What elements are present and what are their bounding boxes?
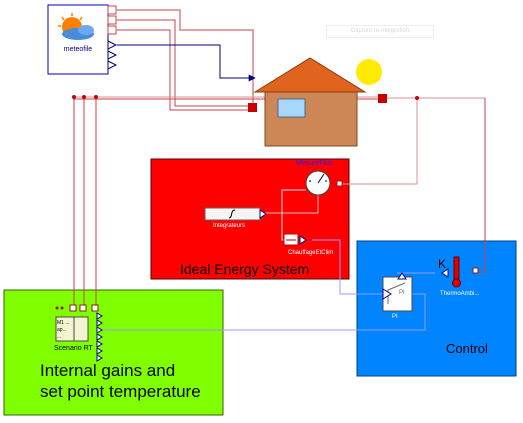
heat-port-wires xyxy=(73,9,486,305)
thermometer-block[interactable] xyxy=(441,256,479,288)
measure-flux-label: MesureFlux xyxy=(296,160,333,167)
thermo-k-label: K xyxy=(438,257,446,271)
pi-controller-block[interactable]: PI xyxy=(382,272,413,312)
control-box[interactable] xyxy=(356,240,517,377)
integrator-block[interactable] xyxy=(204,207,267,221)
scenario-line-2: ap... xyxy=(57,327,67,333)
bus-junction-left[interactable] xyxy=(248,103,257,112)
internal-gains-title-line1: Internal gains and xyxy=(40,361,175,380)
bus-dot-1 xyxy=(72,95,76,99)
thermo-label: ThermoAmbi... xyxy=(440,291,480,297)
heat-flow-label: ChauffageEtClim xyxy=(288,250,333,256)
house-icon[interactable] xyxy=(253,57,367,147)
internal-gains-box[interactable] xyxy=(3,289,224,416)
toolbar-hint: Capture re-integration xyxy=(350,28,410,34)
pi-label: PI xyxy=(392,314,398,320)
scenario-output-ports[interactable] xyxy=(96,312,103,362)
bus-junction-right[interactable] xyxy=(378,94,387,103)
meteofile-block[interactable]: meteofile xyxy=(47,4,109,75)
meteo-output-ports[interactable] xyxy=(107,5,118,70)
bus-dot-4 xyxy=(415,96,419,100)
bus-dot-3 xyxy=(94,95,98,99)
control-title: Control xyxy=(446,341,488,356)
faint-toolbar-box: Capture re-integration xyxy=(326,25,434,38)
house-window xyxy=(277,98,306,118)
scenario-line-1: M1 ... xyxy=(57,320,70,326)
scenario-label: Scenario RT xyxy=(54,345,94,352)
measure-flux-block[interactable] xyxy=(305,170,343,196)
scenario-line-3: ... xyxy=(57,334,61,340)
sun-cloud-icon xyxy=(58,13,94,40)
scenario-rt-block[interactable]: M1 ... ap... ... xyxy=(55,304,99,342)
ideal-energy-title: Ideal Energy System xyxy=(180,261,309,277)
sun-icon[interactable] xyxy=(356,59,382,85)
integrator-label: Integrateurs xyxy=(213,223,245,229)
bus-dot-2 xyxy=(82,95,86,99)
pi-symbol: PI xyxy=(399,290,405,296)
meteofile-label: meteofile xyxy=(64,46,93,53)
heat-flow-block[interactable] xyxy=(283,233,307,246)
signal-wires xyxy=(103,44,435,331)
internal-gains-title-line2: set point temperature xyxy=(40,382,201,401)
